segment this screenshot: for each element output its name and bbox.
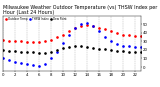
THSW Index — [92, 25, 94, 26]
Outdoor Temp — [110, 31, 112, 32]
THSW Index — [32, 65, 34, 66]
Dew Point — [122, 50, 124, 51]
Outdoor Temp — [140, 36, 142, 37]
THSW Index — [2, 58, 4, 59]
Outdoor Temp — [92, 25, 94, 26]
THSW Index — [14, 61, 16, 62]
Outdoor Temp — [80, 25, 82, 26]
THSW Index — [86, 23, 88, 24]
Line: THSW Index: THSW Index — [2, 22, 142, 67]
Outdoor Temp — [68, 31, 70, 32]
Dew Point — [50, 51, 52, 52]
Outdoor Temp — [134, 36, 136, 37]
THSW Index — [110, 41, 112, 42]
Outdoor Temp — [20, 41, 22, 42]
Outdoor Temp — [50, 39, 52, 40]
Outdoor Temp — [26, 42, 28, 43]
Dew Point — [92, 48, 94, 49]
Dew Point — [134, 51, 136, 52]
THSW Index — [8, 60, 10, 61]
Legend: Outdoor Temp, THSW Index, Dew Point: Outdoor Temp, THSW Index, Dew Point — [5, 17, 67, 21]
THSW Index — [140, 47, 142, 48]
THSW Index — [80, 24, 82, 25]
THSW Index — [104, 37, 106, 38]
Dew Point — [86, 47, 88, 48]
Outdoor Temp — [8, 40, 10, 41]
Outdoor Temp — [2, 39, 4, 40]
Dew Point — [104, 49, 106, 50]
THSW Index — [128, 46, 130, 47]
Dew Point — [98, 49, 100, 50]
Outdoor Temp — [86, 25, 88, 26]
Dew Point — [44, 53, 46, 54]
Outdoor Temp — [104, 29, 106, 30]
Dew Point — [14, 50, 16, 51]
THSW Index — [122, 45, 124, 46]
Line: Dew Point: Dew Point — [2, 45, 142, 55]
Dew Point — [20, 51, 22, 52]
Dew Point — [32, 52, 34, 53]
Dew Point — [68, 47, 70, 48]
Outdoor Temp — [98, 27, 100, 28]
Outdoor Temp — [62, 34, 64, 35]
THSW Index — [134, 47, 136, 48]
Text: Milwaukee Weather Outdoor Temperature (vs) THSW Index per Hour (Last 24 Hours): Milwaukee Weather Outdoor Temperature (v… — [3, 5, 158, 15]
Line: Outdoor Temp: Outdoor Temp — [2, 24, 142, 44]
Dew Point — [128, 51, 130, 52]
Outdoor Temp — [56, 37, 58, 38]
Dew Point — [110, 49, 112, 50]
Outdoor Temp — [128, 35, 130, 36]
Dew Point — [140, 51, 142, 52]
Dew Point — [74, 46, 76, 47]
THSW Index — [56, 51, 58, 52]
THSW Index — [26, 64, 28, 65]
THSW Index — [98, 31, 100, 32]
Dew Point — [80, 46, 82, 47]
THSW Index — [74, 27, 76, 28]
THSW Index — [38, 66, 40, 67]
THSW Index — [116, 43, 118, 44]
THSW Index — [62, 43, 64, 44]
Outdoor Temp — [74, 27, 76, 28]
Dew Point — [26, 52, 28, 53]
THSW Index — [68, 34, 70, 35]
THSW Index — [50, 58, 52, 59]
Outdoor Temp — [44, 41, 46, 42]
Dew Point — [62, 48, 64, 49]
Outdoor Temp — [38, 42, 40, 43]
Outdoor Temp — [116, 32, 118, 33]
Outdoor Temp — [14, 41, 16, 42]
Outdoor Temp — [32, 42, 34, 43]
Dew Point — [116, 50, 118, 51]
Dew Point — [56, 49, 58, 50]
Dew Point — [38, 53, 40, 54]
THSW Index — [44, 63, 46, 64]
Outdoor Temp — [122, 34, 124, 35]
Dew Point — [8, 50, 10, 51]
THSW Index — [20, 62, 22, 63]
Dew Point — [2, 49, 4, 50]
